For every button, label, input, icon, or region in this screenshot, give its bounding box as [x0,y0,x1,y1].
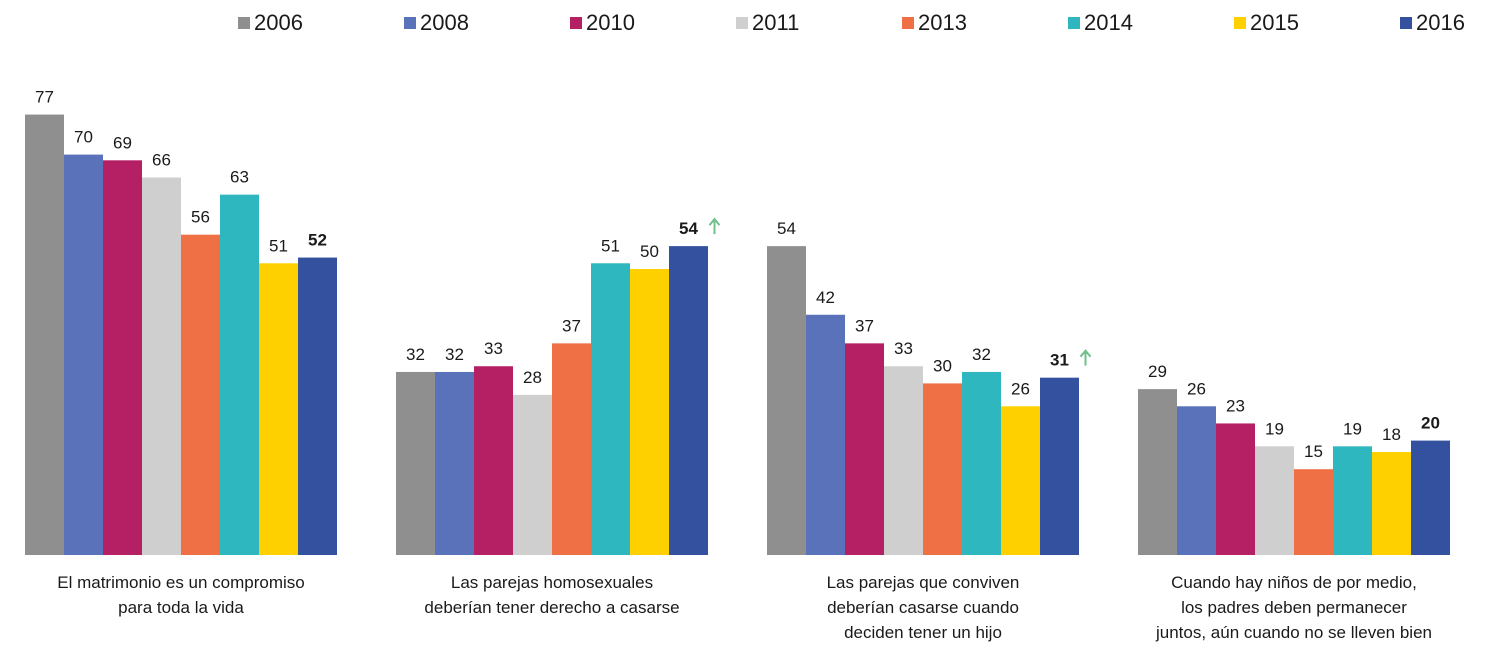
value-label: 29 [1148,362,1167,381]
legend-swatch [238,17,250,29]
bar [64,154,103,555]
trend-arrow [1079,349,1092,366]
bar [1216,423,1255,555]
bar [513,394,552,555]
legend-label: 2011 [752,10,799,35]
legend-swatch [1234,17,1246,29]
bar [1372,452,1411,555]
legend-swatch [1068,17,1080,29]
bar [884,366,923,555]
value-label: 20 [1421,414,1440,433]
legend-swatch [902,17,914,29]
legend-swatch [736,17,748,29]
bar [1333,446,1372,555]
bar [962,371,1001,555]
bar [103,160,142,555]
bar [923,383,962,555]
bar [1411,440,1450,555]
bar [220,194,259,555]
legend-label: 2014 [1084,10,1133,35]
category-line: Cuando hay niños de por medio, [1171,573,1417,592]
category-line: deberían casarse cuando [827,598,1019,617]
bar [1255,446,1294,555]
bar [1040,377,1079,555]
bar [259,263,298,555]
value-label: 33 [484,339,503,358]
category-line: deciden tener un hijo [844,623,1002,642]
category-label: Cuando hay niños de por medio, los padres… [1155,573,1432,642]
category-line: Las parejas que conviven [827,573,1020,592]
value-label: 37 [855,316,874,335]
bar [142,177,181,556]
legend-label: 2016 [1416,10,1465,35]
category-label: Las parejas homosexuales deberían tener d… [424,573,679,617]
value-label: 33 [894,339,913,358]
bar [591,263,630,555]
value-label: 19 [1265,419,1284,438]
value-label: 37 [562,316,581,335]
legend-label: 2006 [254,10,303,35]
trend-arrow [708,217,721,235]
value-label: 63 [230,168,249,187]
category-line: El matrimonio es un compromiso [57,573,305,592]
value-label: 26 [1187,379,1206,398]
value-label: 69 [113,133,132,152]
bar [767,246,806,555]
legend-swatch [404,17,416,29]
bar [845,343,884,555]
value-label: 26 [1011,379,1030,398]
category-line: los padres deben permanecer [1181,598,1407,617]
category-label: Las parejas que conviven deberían casarse… [827,573,1020,642]
bar [669,246,708,555]
value-label: 23 [1226,396,1245,415]
value-label: 51 [269,236,288,255]
bar [1001,406,1040,555]
value-label: 31 [1050,351,1069,370]
legend-swatch [570,17,582,29]
value-label: 52 [308,231,327,250]
bar [1294,469,1333,555]
bar [630,269,669,555]
category-line: deberían tener derecho a casarse [424,598,679,617]
category-label: El matrimonio es un compromiso para toda … [57,573,305,617]
legend-label: 2010 [586,10,635,35]
value-label: 28 [523,368,542,387]
legend-label: 2013 [918,10,967,35]
value-label: 18 [1382,425,1401,444]
value-label: 15 [1304,442,1323,461]
bar [806,314,845,555]
value-label: 42 [816,288,835,307]
category-line: Las parejas homosexuales [451,573,653,592]
bar [396,371,435,555]
value-label: 32 [445,345,464,364]
bar [435,371,474,555]
value-label: 32 [972,345,991,364]
value-label: 54 [777,219,796,238]
value-label: 77 [35,88,54,107]
value-label: 50 [640,242,659,261]
bar [298,257,337,555]
value-label: 30 [933,356,952,375]
value-label: 51 [601,236,620,255]
bar [25,114,64,555]
bar [1177,406,1216,555]
value-label: 70 [74,128,93,147]
bar [552,343,591,555]
legend-swatch [1400,17,1412,29]
value-label: 54 [679,219,698,238]
bar [474,366,513,555]
bar [181,234,220,555]
value-label: 66 [152,150,171,169]
value-label: 32 [406,345,425,364]
legend-label: 2008 [420,10,469,35]
category-line: juntos, aún cuando no se lleven bien [1155,623,1432,642]
value-label: 56 [191,208,210,227]
category-line: para toda la vida [118,598,244,617]
legend-label: 2015 [1250,10,1299,35]
value-label: 19 [1343,419,1362,438]
bar [1138,389,1177,555]
